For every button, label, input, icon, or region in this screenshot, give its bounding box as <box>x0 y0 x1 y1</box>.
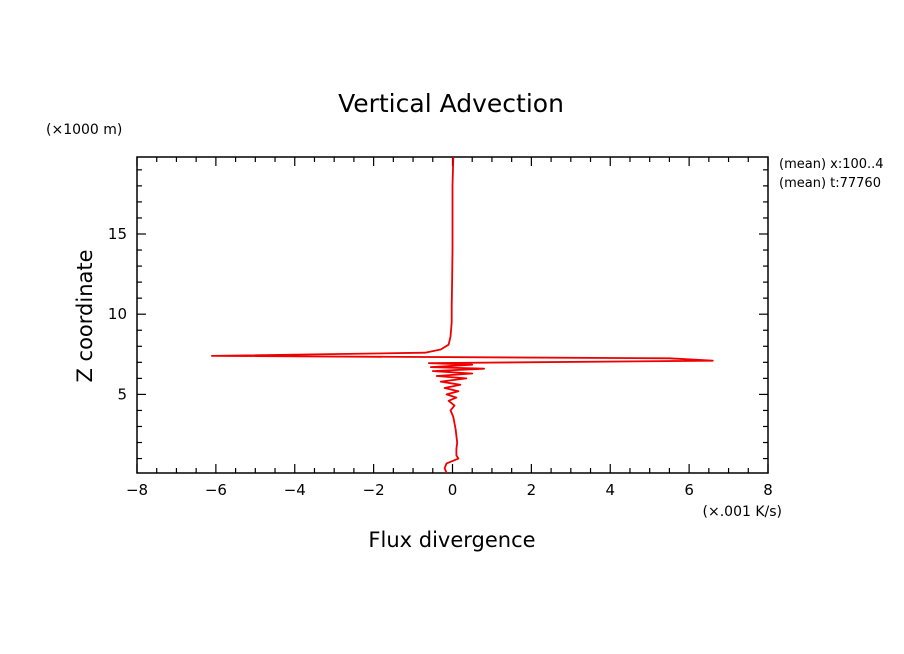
y-tick-label: 10 <box>108 305 127 323</box>
y-unit-label: (×1000 m) <box>46 122 122 138</box>
x-tick-label: 8 <box>763 481 773 499</box>
x-axis-title: Flux divergence <box>368 528 535 552</box>
annotation-t-mean: (mean) t:77760 <box>779 176 881 191</box>
y-tick-label: 15 <box>108 225 127 243</box>
x-axis-ticks <box>136 157 769 473</box>
x-tick-label: −4 <box>284 481 306 499</box>
x-tick-label: 2 <box>527 481 537 499</box>
x-tick-label: −6 <box>205 481 227 499</box>
x-tick-label: 4 <box>605 481 615 499</box>
annotation-x-mean: (mean) x:100..4 <box>779 157 884 172</box>
x-axis-tick-labels: −8 −6 −4 −2 0 2 4 6 8 <box>126 481 773 499</box>
chart-title: Vertical Advection <box>338 89 564 118</box>
x-unit-label: (×.001 K/s) <box>703 504 782 520</box>
y-axis-ticks <box>137 169 768 460</box>
y-axis-tick-labels: 5 10 15 <box>108 225 127 403</box>
x-tick-label: 6 <box>684 481 694 499</box>
x-tick-label: −2 <box>363 481 385 499</box>
series-line <box>211 156 714 474</box>
y-axis-title: Z coordinate <box>73 249 97 382</box>
x-tick-label: 0 <box>448 481 458 499</box>
x-tick-label: −8 <box>126 481 148 499</box>
y-tick-label: 5 <box>117 385 127 403</box>
